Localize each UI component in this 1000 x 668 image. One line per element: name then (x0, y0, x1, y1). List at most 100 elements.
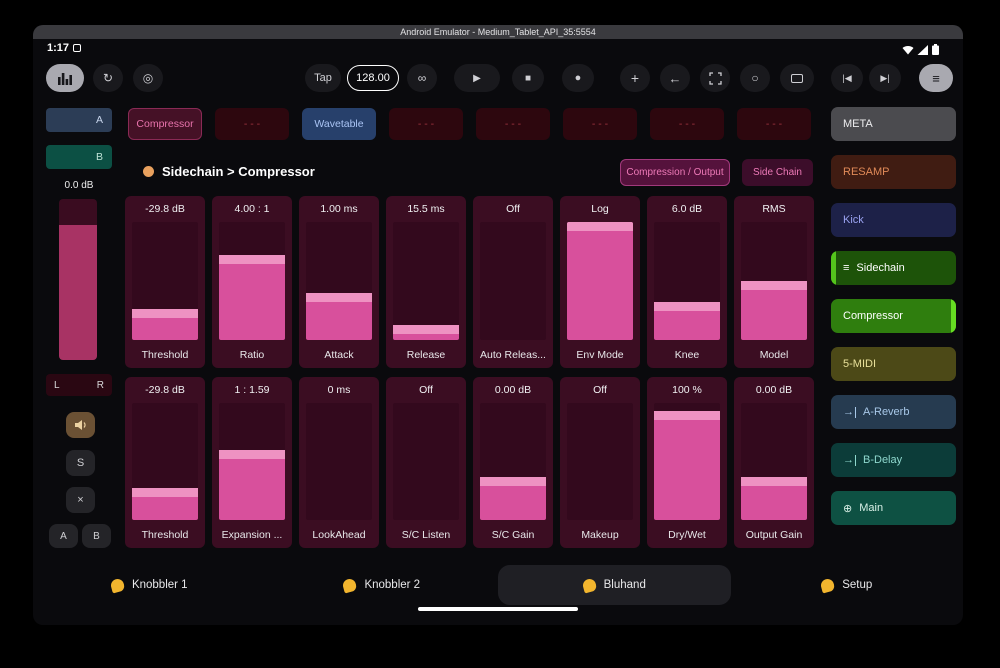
param-slider[interactable] (306, 403, 372, 520)
ab-compare-b-button[interactable]: B (82, 524, 111, 548)
pan-left-label: L (54, 379, 60, 391)
send-icon: → (843, 405, 856, 418)
param-value: 100 % (672, 384, 702, 396)
emulator-title: Android Emulator - Medium_Tablet_API_35:… (400, 27, 596, 37)
gesture-bar[interactable] (418, 607, 578, 611)
sidebar-item-a-reverb[interactable]: → A-Reverb (831, 395, 956, 429)
hand-icon (109, 577, 126, 593)
param-label: Threshold (141, 529, 189, 541)
monitor-button[interactable] (66, 412, 95, 438)
param-slider[interactable] (654, 403, 720, 520)
link-icon: ∞ (417, 71, 427, 85)
track-slot-wavetable[interactable]: Wavetable (302, 108, 376, 140)
stop-icon: ■ (524, 72, 532, 84)
param-slider[interactable] (393, 403, 459, 520)
param-slider[interactable] (567, 222, 633, 340)
wifi-icon (902, 45, 914, 55)
param-grid-row-1: -29.8 dB Threshold 4.00 : 1 Ratio 1.00 m… (125, 196, 814, 368)
solo-button[interactable]: S (66, 450, 95, 476)
compression-output-page-button[interactable]: Compression / Output (620, 159, 730, 186)
param-slider[interactable] (219, 222, 285, 340)
tab-setup[interactable]: Setup (731, 565, 964, 605)
window-button[interactable] (780, 64, 814, 92)
param-slider[interactable] (741, 222, 807, 340)
refresh-button[interactable]: ↻ (93, 64, 123, 92)
side-chain-page-button[interactable]: Side Chain (742, 159, 813, 186)
link-button[interactable]: ∞ (407, 64, 437, 92)
tab-label: Knobbler 1 (131, 579, 188, 591)
window-icon (791, 73, 803, 83)
stop-button[interactable]: ■ (512, 64, 544, 92)
menu-icon: ≡ (932, 70, 940, 86)
tab-bar: Knobbler 1 Knobbler 2 Bluhand Setup (33, 565, 963, 605)
sidebar-item-sidechain[interactable]: ≡ Sidechain (831, 251, 956, 285)
channel-fader[interactable] (59, 199, 97, 360)
param-slider[interactable] (480, 222, 546, 340)
param-slider[interactable] (393, 222, 459, 340)
sidebar-item-b-delay[interactable]: → B-Delay (831, 443, 956, 477)
param-slider[interactable] (654, 222, 720, 340)
add-button[interactable]: + (620, 64, 650, 92)
track-slot-empty[interactable]: - - - (563, 108, 637, 140)
sidebar-item-label: A-Reverb (863, 406, 910, 418)
param-slider[interactable] (219, 403, 285, 520)
param-cell: 15.5 ms Release (386, 196, 466, 368)
loop-button[interactable]: ○ (740, 64, 770, 92)
track-slot-empty[interactable]: - - - (650, 108, 724, 140)
sidebar-item-resamp[interactable]: RESAMP (831, 155, 956, 189)
param-label: Ratio (239, 349, 265, 361)
bank-b-button[interactable]: B (46, 145, 112, 169)
sidebar-item-label: Main (859, 502, 884, 514)
level-readout: 0.0 dB (64, 180, 94, 191)
skip-forward-button[interactable]: ▶| (869, 64, 901, 92)
target-button[interactable]: ◎ (133, 64, 163, 92)
back-button[interactable]: ← (660, 64, 690, 92)
param-label: Threshold (141, 349, 189, 361)
fullscreen-button[interactable] (700, 64, 730, 92)
bank-a-button[interactable]: A (46, 108, 112, 132)
param-slider[interactable] (480, 403, 546, 520)
sidebar-item-main[interactable]: ⊕ Main (831, 491, 956, 525)
play-button[interactable]: ▶ (454, 64, 500, 92)
track-slot-empty[interactable]: - - - (389, 108, 463, 140)
hand-icon (341, 577, 358, 593)
sidebar-item-label: 5-MIDI (843, 358, 876, 370)
param-slider-fill (219, 255, 285, 340)
tempo-input[interactable]: 128.00 (347, 65, 399, 91)
param-slider-fill (306, 292, 372, 340)
record-button[interactable]: ● (562, 64, 594, 92)
tab-bluhand[interactable]: Bluhand (498, 565, 731, 605)
param-label: Model (759, 349, 789, 361)
menu-button[interactable]: ≡ (919, 64, 953, 92)
battery-icon (932, 44, 939, 55)
track-slot-empty[interactable]: - - - (476, 108, 550, 140)
param-label: Expansion ... (221, 529, 283, 541)
skip-back-button[interactable]: |◀ (831, 64, 863, 92)
tab-knobbler-1[interactable]: Knobbler 1 (33, 565, 266, 605)
meters-button[interactable] (46, 64, 84, 92)
ab-compare-a-button[interactable]: A (49, 524, 78, 548)
sidebar-item-meta[interactable]: META (831, 107, 956, 141)
param-value: -29.8 dB (145, 384, 185, 396)
param-slider[interactable] (741, 403, 807, 520)
sidebar-item-label: Compressor (843, 310, 903, 322)
param-slider[interactable] (567, 403, 633, 520)
sidebar-item-5-midi[interactable]: 5-MIDI (831, 347, 956, 381)
param-slider[interactable] (306, 222, 372, 340)
param-slider[interactable] (132, 222, 198, 340)
mute-button[interactable]: × (66, 487, 95, 513)
tap-tempo-button[interactable]: Tap (305, 64, 341, 92)
param-value: Off (506, 203, 520, 215)
sidebar-item-compressor[interactable]: Compressor (831, 299, 956, 333)
track-slot-compressor[interactable]: Compressor (128, 108, 202, 140)
param-label: Knee (674, 349, 700, 361)
sidebar-item-kick[interactable]: Kick (831, 203, 956, 237)
device-sidebar: META RESAMP Kick ≡ Sidechain Compressor … (831, 107, 956, 525)
param-slider[interactable] (132, 403, 198, 520)
param-label: S/C Gain (491, 529, 535, 541)
track-slot-empty[interactable]: - - - (215, 108, 289, 140)
tab-knobbler-2[interactable]: Knobbler 2 (266, 565, 499, 605)
param-value: Log (591, 203, 609, 215)
track-slot-empty[interactable]: - - - (737, 108, 811, 140)
pan-control[interactable]: L R (46, 374, 112, 396)
